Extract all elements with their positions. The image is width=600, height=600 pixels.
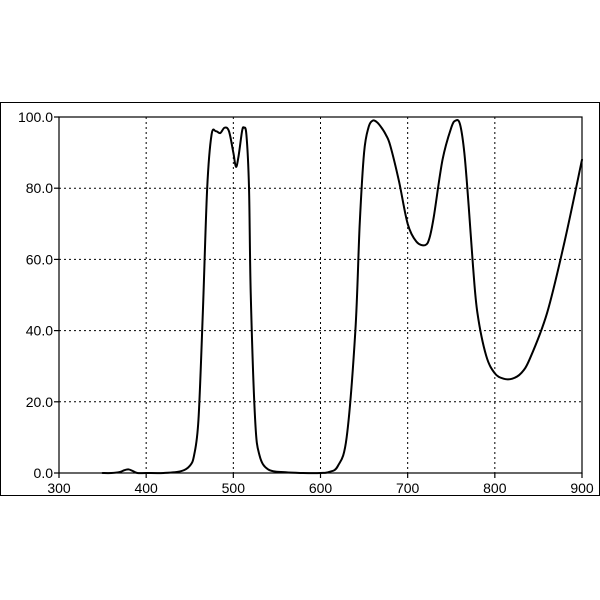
plot-area-border: [58, 116, 583, 474]
y-tick-label: 60.0: [26, 251, 53, 267]
line-chart: 300 400 500 600 700 800 900 0.0 20.0 40.0 60.0 80.0…: [18, 109, 594, 495]
x-tick-label: 700: [396, 480, 420, 495]
y-tick-label: 80.0: [26, 180, 53, 196]
chart-frame: 300 400 500 600 700 800 900 0.0 20.0 40.0 60.0 80.0…: [0, 102, 600, 496]
series-line: [101, 119, 583, 475]
x-tick-label: 300: [47, 480, 71, 495]
x-tick-label: 400: [134, 480, 158, 495]
y-tick-label: 0.0: [34, 465, 54, 481]
x-tick-label: 900: [570, 480, 594, 495]
x-tick-label: 500: [222, 480, 246, 495]
y-tick-label: 100.0: [18, 109, 53, 125]
y-tick-label: 40.0: [26, 323, 53, 339]
x-tick-label: 600: [309, 480, 333, 495]
x-tick-label: 800: [483, 480, 507, 495]
y-tick-label: 20.0: [26, 394, 53, 410]
